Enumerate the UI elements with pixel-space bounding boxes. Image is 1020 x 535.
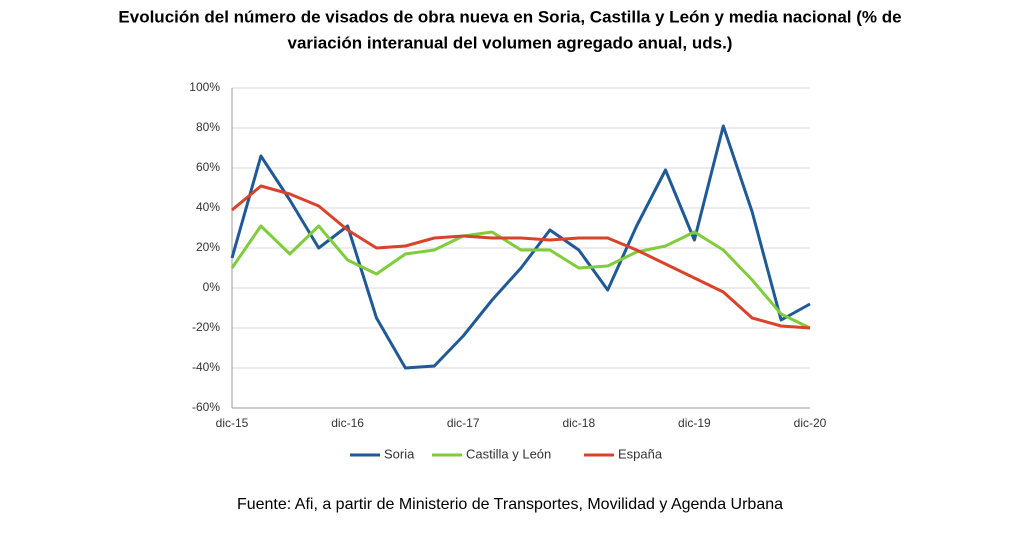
line-series <box>230 224 811 330</box>
legend-label: Soria <box>384 446 415 461</box>
y-tick-label: -60% <box>192 400 220 414</box>
chart-title: Evolución del número de visados de obra … <box>118 7 901 26</box>
y-tick-label: -40% <box>192 360 220 374</box>
y-tick-label: 0% <box>203 280 221 294</box>
legend-label: España <box>618 446 663 461</box>
x-tick-label: dic-20 <box>794 416 827 430</box>
x-tick-label: dic-17 <box>447 416 480 430</box>
x-tick-label: dic-18 <box>562 416 595 430</box>
x-tick-label: dic-15 <box>216 416 249 430</box>
line-series <box>230 124 811 370</box>
y-tick-label: 20% <box>196 240 220 254</box>
chart-title: variación interanual del volumen agregad… <box>288 33 733 52</box>
source: Fuente: Afi, a partir de Ministerio de T… <box>237 496 783 513</box>
y-tick-label: 60% <box>196 160 220 174</box>
x-tick-label: dic-19 <box>678 416 711 430</box>
x-tick-label: dic-16 <box>331 416 364 430</box>
legend-label: Castilla y León <box>466 446 551 461</box>
line-series <box>231 184 811 330</box>
y-tick-label: -20% <box>192 320 220 334</box>
y-tick-label: 40% <box>196 200 220 214</box>
y-tick-label: 100% <box>189 80 220 94</box>
y-tick-label: 80% <box>196 120 220 134</box>
